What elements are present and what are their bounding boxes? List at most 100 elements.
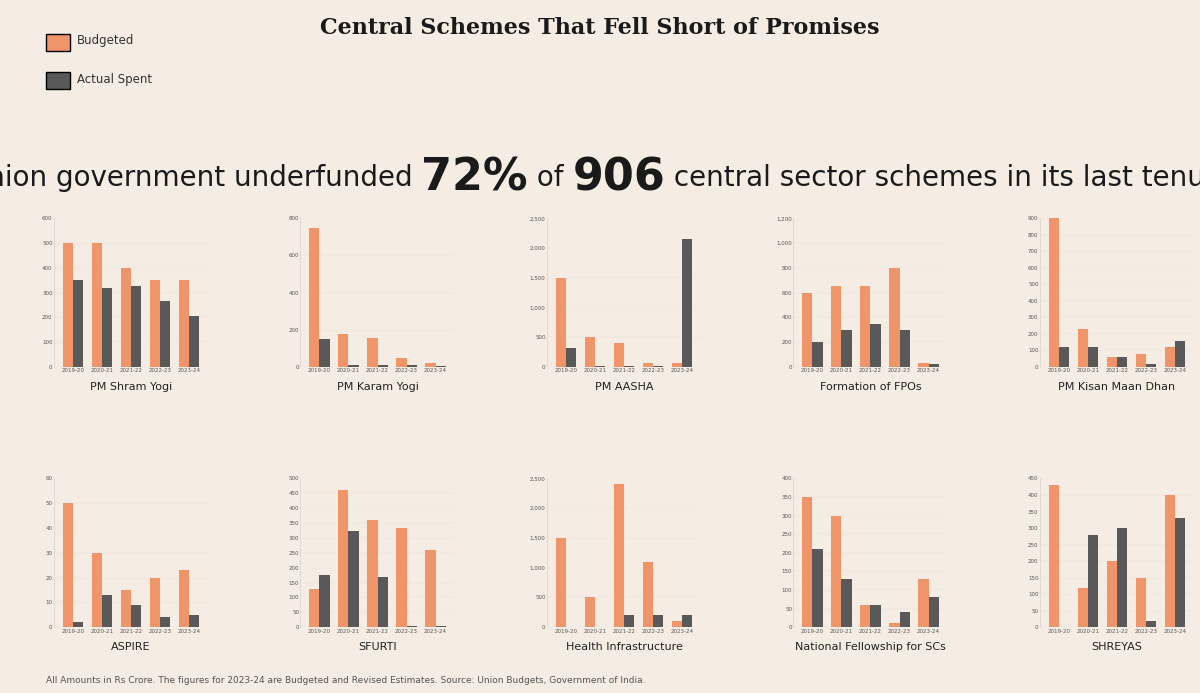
Bar <box>1058 347 1069 367</box>
Text: 906: 906 <box>572 156 665 199</box>
Bar <box>338 491 348 627</box>
Bar <box>1078 329 1088 367</box>
Text: Actual Spent: Actual Spent <box>77 73 152 85</box>
Bar <box>1049 485 1058 627</box>
Bar <box>396 358 407 367</box>
Bar <box>348 365 359 367</box>
Bar <box>378 365 388 367</box>
X-axis label: National Fellowship for SCs: National Fellowship for SCs <box>796 642 946 652</box>
Bar <box>860 286 870 367</box>
X-axis label: PM Karam Yogi: PM Karam Yogi <box>336 382 419 392</box>
Bar <box>73 622 83 627</box>
Bar <box>91 243 102 367</box>
Bar <box>436 626 446 627</box>
Bar <box>802 292 812 367</box>
Bar <box>672 363 682 367</box>
Bar <box>131 605 142 627</box>
X-axis label: ASPIRE: ASPIRE <box>112 642 151 652</box>
Bar <box>584 597 595 627</box>
Bar <box>900 330 910 367</box>
Bar <box>1078 588 1088 627</box>
Bar <box>91 553 102 627</box>
Bar <box>1049 218 1058 367</box>
Bar <box>918 363 929 367</box>
Text: central sector schemes in its last tenure: central sector schemes in its last tenur… <box>665 164 1200 192</box>
Bar <box>812 342 822 367</box>
Bar <box>566 348 576 367</box>
Bar <box>556 538 566 627</box>
Bar <box>1165 495 1175 627</box>
X-axis label: PM Shram Yogi: PM Shram Yogi <box>90 382 172 392</box>
Bar <box>1175 340 1186 367</box>
Bar <box>889 268 900 367</box>
Bar <box>1136 353 1146 367</box>
X-axis label: SHREYAS: SHREYAS <box>1092 642 1142 652</box>
Bar <box>367 520 378 627</box>
Bar <box>179 280 190 367</box>
Bar <box>812 549 822 627</box>
Bar <box>190 615 199 627</box>
Bar <box>160 617 170 627</box>
Bar <box>682 615 692 627</box>
Bar <box>672 621 682 627</box>
Bar <box>900 613 910 627</box>
Bar <box>832 286 841 367</box>
Bar <box>436 366 446 367</box>
Bar <box>121 590 131 627</box>
Bar <box>319 575 330 627</box>
Bar <box>624 615 634 627</box>
Bar <box>396 527 407 627</box>
Bar <box>1106 357 1117 367</box>
X-axis label: PM AASHA: PM AASHA <box>595 382 653 392</box>
Bar <box>682 239 692 367</box>
Bar <box>1165 347 1175 367</box>
Bar <box>319 339 330 367</box>
Bar <box>643 562 653 627</box>
Text: Budgeted: Budgeted <box>77 35 134 47</box>
Text: of: of <box>528 164 572 192</box>
Bar <box>1146 364 1157 367</box>
Bar <box>407 365 416 367</box>
Bar <box>870 605 881 627</box>
Text: Union government underfunded: Union government underfunded <box>0 164 421 192</box>
Bar <box>584 337 595 367</box>
Bar <box>614 343 624 367</box>
Bar <box>367 338 378 367</box>
Bar <box>150 577 160 627</box>
Text: 72%: 72% <box>421 156 528 199</box>
Bar <box>407 626 416 627</box>
Bar <box>614 484 624 627</box>
Bar <box>1136 577 1146 627</box>
X-axis label: Health Infrastructure: Health Infrastructure <box>565 642 683 652</box>
Bar <box>62 503 73 627</box>
Bar <box>1175 518 1186 627</box>
Bar <box>643 363 653 367</box>
Bar <box>929 365 938 367</box>
Bar <box>62 243 73 367</box>
Bar <box>802 497 812 627</box>
Bar <box>1146 620 1157 627</box>
Bar <box>102 288 112 367</box>
Text: Central Schemes That Fell Short of Promises: Central Schemes That Fell Short of Promi… <box>320 17 880 40</box>
Bar <box>870 324 881 367</box>
Bar <box>1088 347 1098 367</box>
Bar <box>841 579 852 627</box>
X-axis label: SFURTI: SFURTI <box>359 642 397 652</box>
Bar <box>378 577 388 627</box>
Bar <box>179 570 190 627</box>
Bar <box>1106 561 1117 627</box>
Bar <box>929 597 938 627</box>
Bar <box>426 550 436 627</box>
X-axis label: PM Kisan Maan Dhan: PM Kisan Maan Dhan <box>1058 382 1176 392</box>
Bar <box>832 516 841 627</box>
X-axis label: Formation of FPOs: Formation of FPOs <box>820 382 922 392</box>
Bar <box>131 286 142 367</box>
Bar <box>121 268 131 367</box>
Bar <box>150 280 160 367</box>
Bar <box>860 605 870 627</box>
Bar <box>310 588 319 627</box>
Bar <box>556 278 566 367</box>
Bar <box>338 333 348 367</box>
Bar <box>889 624 900 627</box>
Bar <box>918 579 929 627</box>
